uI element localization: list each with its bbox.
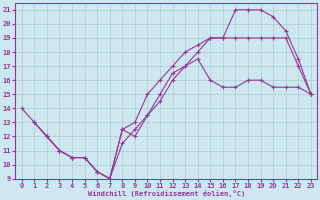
X-axis label: Windchill (Refroidissement éolien,°C): Windchill (Refroidissement éolien,°C)	[88, 190, 245, 197]
